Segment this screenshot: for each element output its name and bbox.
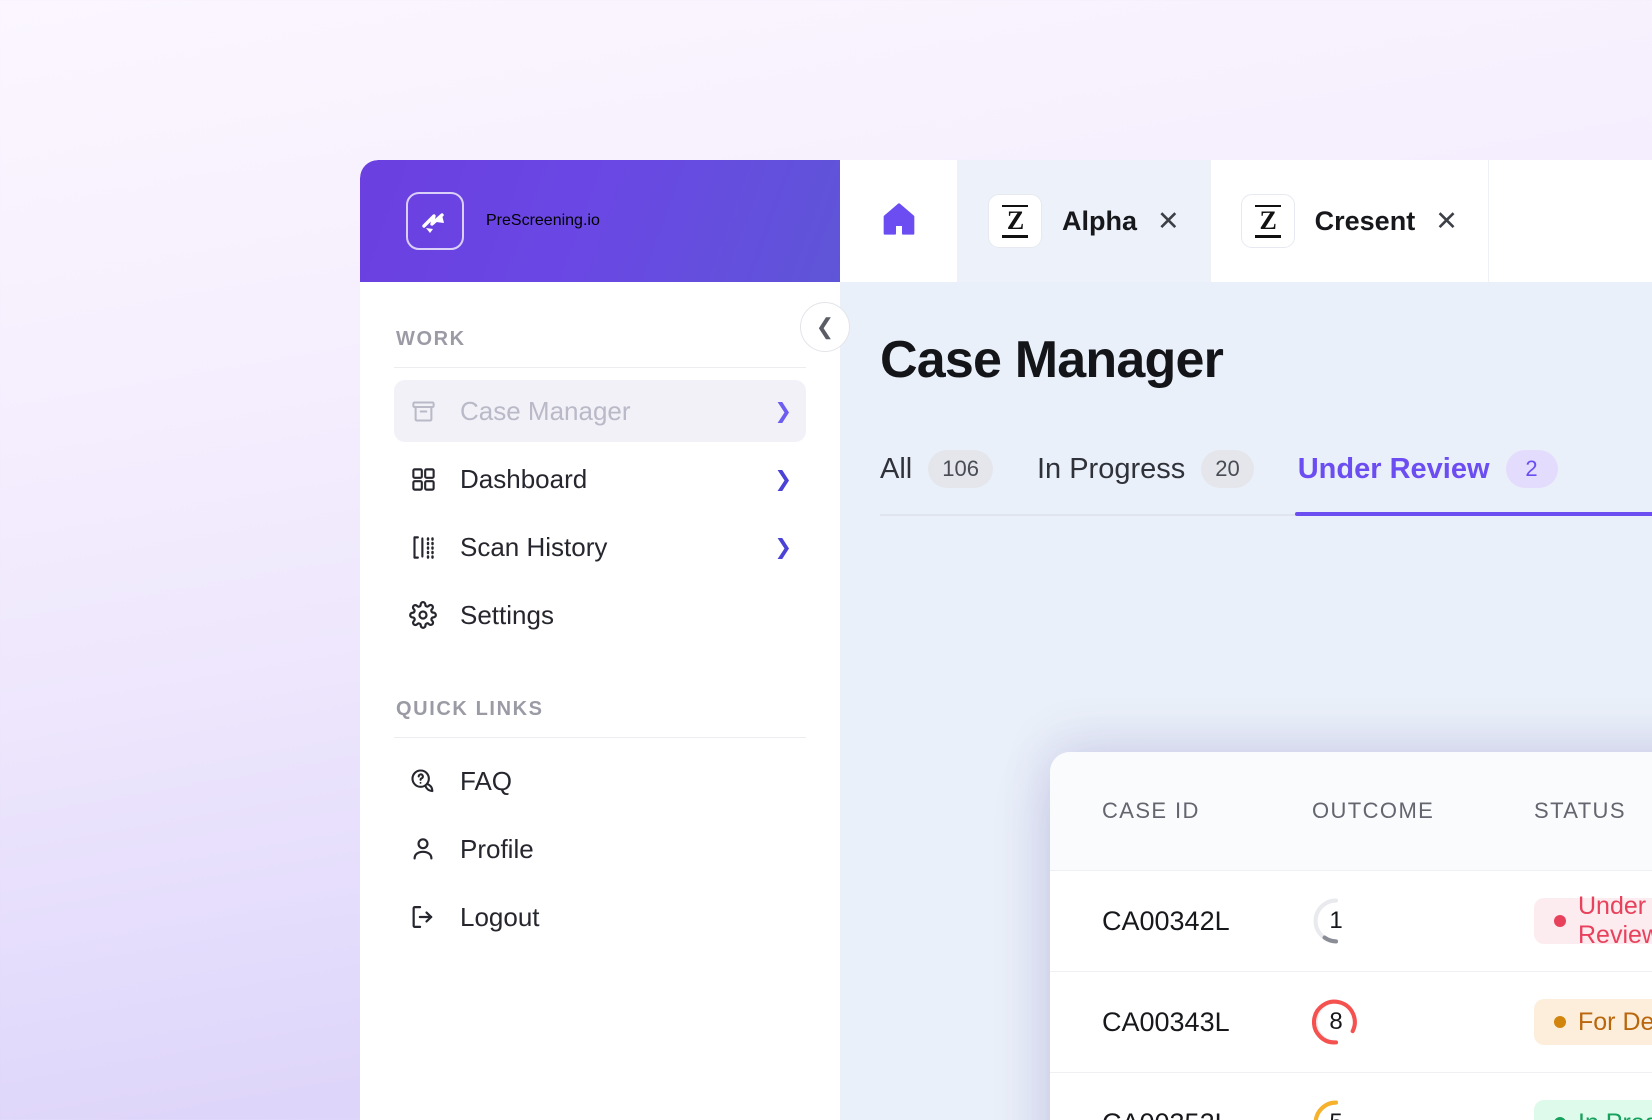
tab-label: Under Review bbox=[1297, 452, 1490, 485]
cell-outcome: 5 bbox=[1312, 1099, 1534, 1120]
active-tab-underline bbox=[1295, 512, 1652, 516]
sidebar-item-label: Scan History bbox=[460, 531, 608, 562]
status-label: Under Review bbox=[1578, 892, 1652, 949]
outcome-gauge-icon: 1 bbox=[1312, 897, 1360, 945]
column-header-case-id: CASE ID bbox=[1102, 798, 1200, 823]
table-header-row: CASE ID OUTCOME STATUS bbox=[1050, 752, 1652, 870]
document-tab-cresent[interactable]: Z Cresent ✕ bbox=[1211, 160, 1489, 282]
status-dot-icon bbox=[1554, 1117, 1566, 1120]
cell-outcome: 8 bbox=[1312, 998, 1534, 1046]
page-title: Case Manager bbox=[880, 331, 1224, 389]
scan-icon bbox=[408, 532, 438, 562]
cell-status: Under Review bbox=[1534, 892, 1652, 949]
cases-table-card: CASE ID OUTCOME STATUS CA00342L 1 Und bbox=[1050, 752, 1652, 1120]
table-row[interactable]: CA00343L 8 For Delivery bbox=[1050, 971, 1652, 1072]
sidebar-section-quick-links: QUICK LINKS FAQ bbox=[360, 652, 840, 948]
outcome-value: 1 bbox=[1329, 907, 1343, 934]
tab-label: Alpha bbox=[1062, 205, 1138, 236]
cell-status: For Delivery bbox=[1534, 999, 1652, 1045]
home-tab-button[interactable] bbox=[840, 160, 958, 282]
sidebar-item-settings[interactable]: Settings bbox=[394, 584, 806, 646]
gear-icon bbox=[408, 600, 438, 630]
divider bbox=[394, 367, 806, 368]
logout-icon bbox=[408, 902, 438, 932]
home-icon bbox=[879, 199, 919, 244]
sidebar-section-heading: QUICK LINKS bbox=[396, 698, 544, 720]
cell-case-id: CA00342L bbox=[1102, 905, 1230, 936]
sidebar-item-logout[interactable]: Logout bbox=[394, 886, 806, 948]
outcome-gauge-icon: 5 bbox=[1312, 1099, 1360, 1120]
sidebar-item-case-manager[interactable]: Case Manager ❯ bbox=[394, 380, 806, 442]
sidebar-collapse-button[interactable]: ❮ bbox=[800, 302, 850, 352]
status-dot-icon bbox=[1554, 915, 1566, 927]
prescreening-logo-icon bbox=[406, 192, 464, 250]
sidebar: WORK Case Manager ❯ Dashboa bbox=[360, 282, 840, 1120]
brand-name: PreScreening.io bbox=[486, 212, 600, 229]
table-row[interactable]: CA00342L 1 Under Review bbox=[1050, 870, 1652, 971]
divider bbox=[394, 737, 806, 738]
sidebar-item-label: Settings bbox=[460, 599, 554, 630]
brand-header: PreScreening.io bbox=[360, 160, 840, 282]
outcome-value: 8 bbox=[1329, 1008, 1343, 1035]
sidebar-item-profile[interactable]: Profile bbox=[394, 818, 806, 880]
app-window: PreScreening.io Z Alpha bbox=[360, 160, 1652, 1120]
status-label: For Delivery bbox=[1578, 1007, 1652, 1036]
archive-box-icon bbox=[408, 396, 438, 426]
tab-count-badge: 20 bbox=[1201, 450, 1254, 488]
z-document-icon: Z bbox=[988, 194, 1042, 248]
tab-count-badge: 106 bbox=[928, 450, 993, 488]
tab-strip: Z Alpha ✕ Z Cresent ✕ bbox=[840, 160, 1652, 282]
status-badge: For Delivery bbox=[1534, 999, 1652, 1045]
tab-strip-filler bbox=[1489, 160, 1652, 282]
cell-case-id: CA00352L bbox=[1050, 1108, 1312, 1120]
cell-case-id: CA00343L bbox=[1102, 1006, 1230, 1037]
cell-status: In Progress bbox=[1534, 1100, 1652, 1120]
tab-label: Cresent bbox=[1314, 205, 1416, 236]
column-header-outcome: OUTCOME bbox=[1312, 798, 1435, 823]
sidebar-section-heading: WORK bbox=[396, 328, 466, 350]
tab-label: All bbox=[880, 452, 913, 485]
chevron-right-icon: ❯ bbox=[774, 467, 792, 491]
document-tab-alpha[interactable]: Z Alpha ✕ bbox=[958, 160, 1211, 282]
sidebar-section-work: WORK Case Manager ❯ Dashboa bbox=[360, 282, 840, 646]
column-header-status: STATUS bbox=[1534, 798, 1626, 823]
tab-all[interactable]: All 106 bbox=[880, 450, 993, 512]
tab-label: In Progress bbox=[1036, 452, 1186, 485]
tab-in-progress[interactable]: In Progress 20 bbox=[1037, 450, 1254, 512]
cell-outcome: 1 bbox=[1312, 897, 1534, 945]
close-icon[interactable]: ✕ bbox=[1435, 205, 1458, 236]
table-row[interactable]: CA00352L 5 In Progress bbox=[1050, 1072, 1652, 1120]
chevron-right-icon: ❯ bbox=[774, 399, 792, 423]
status-badge: Under Review bbox=[1534, 892, 1652, 949]
status-dot-icon bbox=[1554, 1016, 1566, 1028]
tab-under-review[interactable]: Under Review 2 bbox=[1298, 450, 1558, 512]
outcome-gauge-icon: 8 bbox=[1312, 998, 1360, 1046]
sidebar-item-label: Dashboard bbox=[460, 463, 588, 494]
close-icon[interactable]: ✕ bbox=[1157, 205, 1180, 236]
tab-count-badge: 2 bbox=[1505, 450, 1558, 488]
user-icon bbox=[408, 834, 438, 864]
top-bar: PreScreening.io Z Alpha bbox=[360, 160, 1652, 282]
chevron-left-icon: ❮ bbox=[815, 314, 835, 339]
chevron-right-icon: ❯ bbox=[774, 535, 792, 559]
sidebar-item-label: Logout bbox=[460, 901, 540, 932]
sidebar-item-label: Profile bbox=[460, 833, 534, 864]
sidebar-item-label: Case Manager bbox=[460, 395, 631, 426]
question-bubble-icon bbox=[408, 766, 438, 796]
grid-squares-icon bbox=[408, 464, 438, 494]
sidebar-item-dashboard[interactable]: Dashboard ❯ bbox=[394, 448, 806, 510]
status-badge: In Progress bbox=[1534, 1100, 1652, 1120]
z-document-icon: Z bbox=[1240, 194, 1295, 248]
outcome-value: 5 bbox=[1329, 1109, 1342, 1120]
filter-tabs: All 106 In Progress 20 Under Review 2 bbox=[880, 450, 1558, 512]
sidebar-item-label: FAQ bbox=[460, 765, 513, 796]
sidebar-item-faq[interactable]: FAQ bbox=[394, 750, 806, 812]
status-label: In Progress bbox=[1578, 1109, 1652, 1120]
tabs-divider bbox=[880, 514, 1652, 516]
sidebar-item-scan-history[interactable]: Scan History ❯ bbox=[394, 516, 806, 578]
